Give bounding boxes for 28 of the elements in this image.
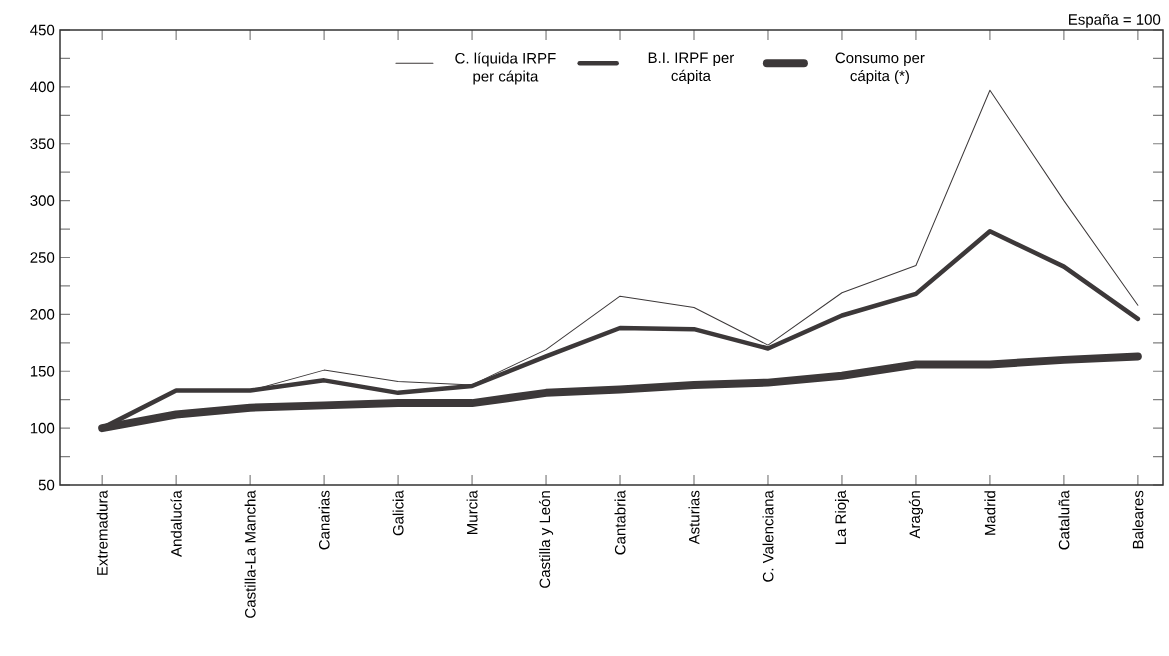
x-tick-label: Extremadura — [96, 490, 108, 575]
y-tick-label: 450 — [30, 24, 55, 36]
x-tick-label: Galicia — [392, 490, 404, 536]
x-tick-label: Madrid — [984, 491, 996, 535]
x-tick-label: Cantabria — [614, 490, 626, 555]
x-tick-label: C. Valenciana — [762, 490, 774, 582]
y-tick-label: 150 — [30, 365, 55, 377]
y-tick-label: 300 — [30, 195, 55, 206]
x-tick-label: Asturias — [688, 490, 700, 545]
y-tick-label: 200 — [30, 309, 55, 320]
x-tick-label: Murcia — [466, 490, 478, 534]
y-tick-label: 350 — [30, 138, 55, 150]
x-tick-label: Castilla-La Mancha — [244, 490, 256, 618]
y-tick-label: 100 — [30, 422, 55, 434]
x-tick-label: Aragón — [908, 491, 923, 539]
y-tick-label: 400 — [30, 81, 55, 93]
legend-label: B.I. IRPF per cápita — [648, 52, 734, 84]
x-tick-label: Cataluña — [1058, 490, 1070, 550]
legend-label: Consumo per cápita (*) — [835, 52, 925, 85]
legend-label: C. líquida IRPF per cápita — [455, 52, 556, 85]
text: España = 100 — [1069, 13, 1161, 28]
y-tick-label: 50 — [38, 479, 55, 491]
x-tick-label: Castilla y León — [538, 491, 554, 588]
x-tick-label: Baleares — [1132, 490, 1144, 549]
y-tick-label: 250 — [30, 252, 55, 263]
x-tick-label: Andalucía — [170, 490, 182, 557]
x-tick-label: Canarias — [318, 490, 330, 550]
x-tick-label: La Rioja — [834, 490, 849, 545]
